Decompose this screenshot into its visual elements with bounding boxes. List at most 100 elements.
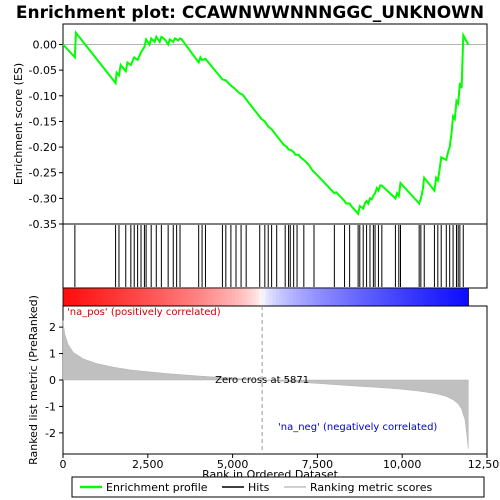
color-bar-segment: [208, 288, 213, 306]
color-bar-segment: [394, 288, 398, 306]
color-bar-segment: [400, 288, 405, 306]
color-bar-segment: [96, 288, 101, 306]
x-tick-label: 0: [60, 458, 67, 471]
color-bar-segment: [79, 288, 84, 306]
metric-panel: 2 1 0 -1 -2 Zero cross at 5871 'na_pos' (pos…: [45, 305, 488, 455]
color-bar-segment: [265, 288, 270, 306]
color-bar-segment: [441, 288, 446, 306]
color-bar-segment: [198, 288, 202, 306]
color-bar-segment: [339, 288, 344, 306]
color-bar-segment: [464, 288, 469, 306]
color-bar-segment: [302, 288, 307, 306]
color-bar-segment: [319, 288, 324, 306]
color-bar-segment: [390, 288, 395, 306]
chart-title: Enrichment plot: CCAWNWWNNNGGC_UNKNOWN: [16, 3, 484, 23]
color-bar-segment: [404, 288, 408, 306]
color-bar-segment: [73, 288, 77, 306]
color-bar-segment: [269, 288, 273, 306]
color-bar-segment: [106, 288, 111, 306]
color-bar-segment: [140, 288, 145, 306]
color-bar-segment: [363, 288, 368, 306]
hits-panel: [62, 223, 488, 289]
color-bar-segment: [225, 288, 229, 306]
color-bar-segment: [451, 288, 456, 306]
color-bar-segment: [117, 288, 121, 306]
color-bar-segment: [323, 288, 327, 306]
color-bar-segment: [437, 288, 442, 306]
metric-tick-label: -2: [45, 427, 56, 440]
color-bar-segment: [184, 288, 189, 306]
color-bar-segment: [231, 288, 236, 306]
color-bar-segment: [434, 288, 439, 306]
color-bar-segment: [410, 288, 415, 306]
legend: Enrichment profile Hits Ranking metric sco…: [71, 476, 485, 498]
color-bar-segment: [235, 288, 240, 306]
es-tick-label: 0.00: [33, 39, 58, 52]
color-bar-segment: [329, 288, 334, 306]
color-bar-segment: [336, 288, 341, 306]
pos-label: 'na_pos' (positively correlated): [67, 307, 221, 318]
x-tick-label: 7,500: [302, 458, 334, 471]
color-bar-segment: [211, 288, 216, 306]
metric-axis: 2 1 0 -1 -2: [45, 321, 63, 440]
color-bar-segment: [417, 288, 422, 306]
color-bar-segment: [130, 288, 135, 306]
es-tick-label: -0.25: [29, 167, 57, 180]
x-axis: 0 2,500 5,000 7,500 10,000 12,500: [60, 454, 500, 471]
legend-item: Hits: [222, 481, 270, 494]
x-tick-label: 2,500: [132, 458, 164, 471]
color-bar-segment: [66, 288, 71, 306]
color-bar-segment: [356, 288, 361, 306]
color-bar-segment: [350, 288, 354, 306]
color-bar-segment: [258, 288, 263, 306]
es-tick-label: -0.10: [29, 90, 57, 103]
color-bar-segment: [228, 288, 233, 306]
color-bar-segment: [238, 288, 243, 306]
es-panel: 0.00 -0.05 -0.10 -0.15 -0.20 -0.25 -0.30 -0.35: [29, 23, 488, 231]
color-bar-segment: [275, 288, 280, 306]
es-axis-label: Enrichment score (ES): [12, 63, 25, 185]
color-bar-segment: [63, 288, 67, 306]
color-bar-segment: [86, 288, 91, 306]
color-bar-segment: [204, 288, 209, 306]
color-bar-segment: [245, 288, 250, 306]
color-bar-segment: [279, 288, 283, 306]
legend-label: Enrichment profile: [106, 481, 208, 494]
color-bar-segment: [448, 288, 452, 306]
color-bar-segment: [346, 288, 351, 306]
color-bar-segment: [427, 288, 432, 306]
color-bar-segment: [373, 288, 378, 306]
color-bar-segment: [157, 288, 162, 306]
hits-panel-frame: [62, 223, 488, 289]
metric-tick-label: 1: [49, 348, 56, 361]
color-bar-segment: [407, 288, 412, 306]
color-bar-segment: [93, 288, 98, 306]
es-panel-frame: [62, 23, 488, 225]
metric-tick-label: -1: [45, 400, 56, 413]
color-bar-segment: [421, 288, 425, 306]
color-bar-segment: [343, 288, 348, 306]
color-bar-segment: [306, 288, 310, 306]
color-bar-segment: [248, 288, 253, 306]
es-tick-label: -0.05: [29, 64, 57, 77]
color-bar-segment: [100, 288, 104, 306]
color-bar-segment: [137, 288, 142, 306]
color-bar-segment: [242, 288, 246, 306]
color-bar-segment: [69, 288, 74, 306]
color-bar-segment: [299, 288, 304, 306]
color-bar-segment: [326, 288, 331, 306]
legend-label: Ranking metric scores: [310, 481, 432, 494]
color-bar-segment: [252, 288, 256, 306]
hit-marks: [74, 225, 464, 287]
color-bar-segment: [76, 288, 81, 306]
metric-axis-label: Ranked list metric (PreRanked): [27, 295, 40, 465]
x-tick-label: 12,500: [468, 458, 500, 471]
color-bar-segment: [164, 288, 169, 306]
color-bar-segment: [262, 288, 267, 306]
color-bar-segment: [83, 288, 88, 306]
color-bar-segment: [309, 288, 314, 306]
color-bar-segment: [160, 288, 165, 306]
color-bar-segment: [113, 288, 118, 306]
color-bar-segment: [458, 288, 462, 306]
color-bar-segment: [431, 288, 435, 306]
